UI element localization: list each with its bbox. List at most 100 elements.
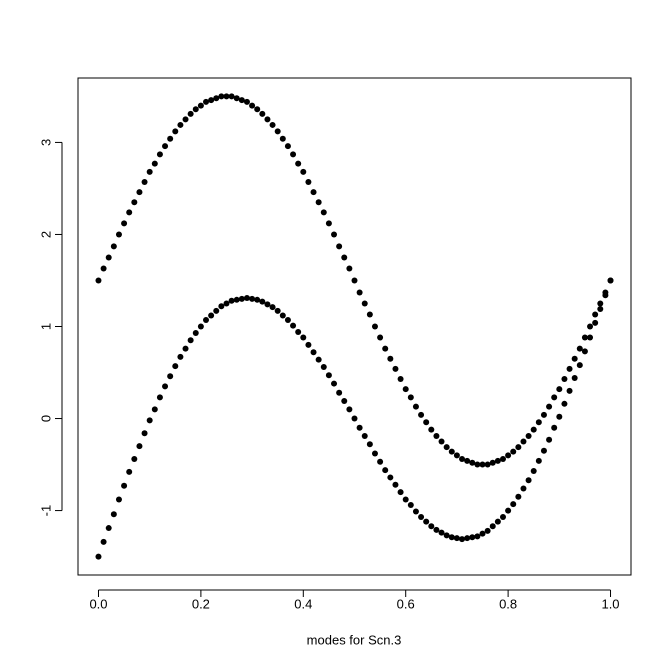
point (474, 461, 481, 468)
point (484, 461, 491, 468)
x-tick-label: 1.0 (601, 596, 619, 611)
point (136, 443, 143, 450)
point (484, 527, 491, 534)
point (448, 448, 455, 455)
point (156, 394, 163, 401)
point (115, 231, 122, 238)
point (371, 323, 378, 330)
point (392, 481, 399, 488)
point (453, 535, 460, 542)
point (136, 189, 143, 196)
point (540, 447, 547, 454)
point (172, 363, 179, 370)
point (397, 489, 404, 496)
point (218, 303, 225, 310)
point (602, 292, 609, 299)
point (469, 534, 476, 541)
point (264, 301, 271, 308)
point (284, 143, 291, 150)
point (151, 160, 158, 167)
point (505, 507, 512, 514)
point (208, 312, 215, 319)
point (520, 485, 527, 492)
point (177, 353, 184, 360)
point (428, 523, 435, 530)
point (300, 334, 307, 341)
point (182, 345, 189, 352)
point (387, 355, 394, 362)
x-axis-label: modes for Scn.3 (307, 632, 402, 647)
y-tick-label: 2 (38, 231, 53, 238)
point (167, 373, 174, 380)
point (341, 398, 348, 405)
point (320, 209, 327, 216)
point (443, 444, 450, 451)
point (254, 106, 261, 113)
point (535, 419, 542, 426)
x-tick-label: 0.6 (397, 596, 415, 611)
point (525, 477, 532, 484)
y-tick-label: 1 (38, 323, 53, 330)
point (377, 458, 384, 465)
point (243, 98, 250, 105)
point (402, 496, 409, 503)
x-tick-label: 0.4 (294, 596, 312, 611)
point (187, 110, 194, 117)
point (284, 317, 291, 324)
point (576, 362, 583, 369)
point (156, 151, 163, 158)
point (274, 128, 281, 135)
point (459, 456, 466, 463)
point (192, 106, 199, 113)
point (141, 430, 148, 437)
point (499, 456, 506, 463)
point (597, 306, 604, 313)
point (146, 168, 153, 175)
point (121, 220, 128, 227)
point (448, 534, 455, 541)
point (546, 403, 553, 410)
point (566, 365, 573, 372)
point (213, 95, 220, 102)
point (407, 394, 414, 401)
point (592, 319, 599, 326)
point (556, 413, 563, 420)
plot-box (77, 77, 632, 576)
point (469, 459, 476, 466)
point (203, 317, 210, 324)
point (269, 304, 276, 311)
point (371, 450, 378, 457)
point (453, 452, 460, 459)
point (213, 307, 220, 314)
point (387, 474, 394, 481)
point (105, 254, 112, 261)
point (310, 349, 317, 356)
point (131, 199, 138, 206)
point (382, 467, 389, 474)
point (366, 441, 373, 448)
point (325, 220, 332, 227)
point (397, 375, 404, 382)
point (540, 411, 547, 418)
point (290, 151, 297, 158)
point (597, 300, 604, 307)
point (315, 199, 322, 206)
point (474, 533, 481, 540)
x-tick-label: 0.8 (499, 596, 517, 611)
point (192, 329, 199, 336)
point (228, 93, 235, 100)
point (443, 532, 450, 539)
point (249, 102, 256, 109)
y-tick-label: -1 (38, 505, 53, 517)
point (479, 530, 486, 537)
point (392, 365, 399, 372)
point (551, 424, 558, 431)
point (126, 468, 133, 475)
point (361, 433, 368, 440)
y-tick-label: 0 (38, 415, 53, 422)
point (587, 323, 594, 330)
point (223, 300, 230, 307)
point (162, 383, 169, 390)
point (571, 375, 578, 382)
